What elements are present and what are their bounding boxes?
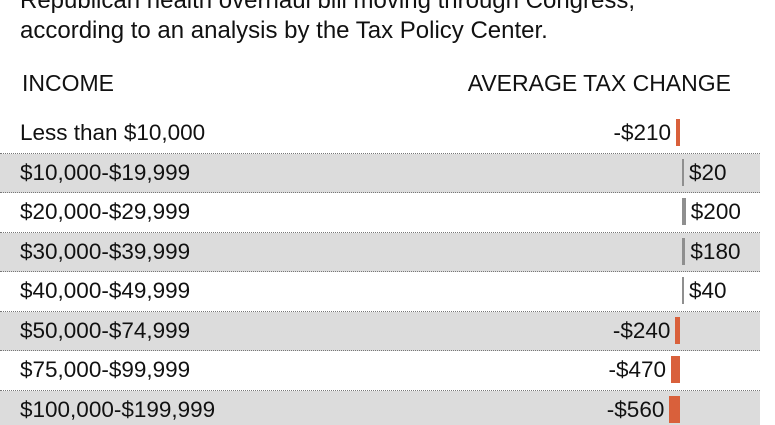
tax-change-value: $20 [689,159,727,185]
tax-change-value: -$560 [606,396,665,422]
income-label: $10,000-$19,999 [20,159,191,185]
income-label: $50,000-$74,999 [20,317,191,343]
negative-bar [671,356,680,383]
table-row: $10,000-$19,999 $20 [0,153,760,193]
income-label: $100,000-$199,999 [20,396,216,422]
income-label: $30,000-$39,999 [20,238,191,264]
tax-change-column-header: AVERAGE TAX CHANGE [467,70,731,96]
positive-bar [682,237,686,265]
tax-change-value: -$470 [608,357,667,382]
table-row: $100,000-$199,999 -$560 [0,390,760,425]
column-headers: INCOME AVERAGE TAX CHANGE [0,70,775,102]
negative-bar [676,119,680,146]
positive-bar [682,158,684,186]
tax-change-value: -$240 [612,317,671,343]
positive-bar [682,277,684,304]
table-row: Less than $10,000 -$210 [0,114,760,154]
tax-change-value: $40 [689,278,727,303]
table-row: $30,000-$39,999 $180 [0,232,760,272]
tax-change-value: -$210 [613,120,671,145]
income-column-header: INCOME [22,70,114,96]
table-row: $40,000-$49,999 $40 [0,272,760,312]
intro-text: Republican health overhaul bill moving t… [20,0,760,46]
negative-bar [669,395,680,423]
negative-bar [675,316,680,344]
table-row: $75,000-$99,999 -$470 [0,351,760,391]
positive-bar [682,198,686,225]
intro-line-1: Republican health overhaul bill moving t… [20,0,636,14]
intro-line-2: according to an analysis by the Tax Poli… [20,17,548,44]
income-label: $40,000-$49,999 [20,278,191,303]
income-label: $75,000-$99,999 [20,357,191,382]
income-label: Less than $10,000 [20,120,206,145]
table-row: $50,000-$74,999 -$240 [0,311,760,351]
tax-change-value: $180 [690,238,741,264]
tax-change-value: $200 [690,199,741,224]
income-label: $20,000-$29,999 [20,199,191,224]
income-rows: Less than $10,000 -$210 $10,000-$19,999 $20… [0,114,760,425]
table-row: $20,000-$29,999 $200 [0,193,760,233]
